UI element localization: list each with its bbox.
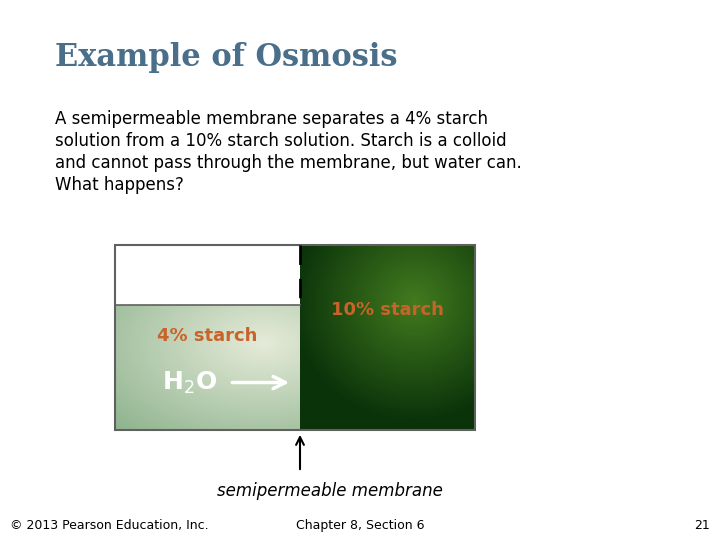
Text: What happens?: What happens? xyxy=(55,176,184,194)
Text: Example of Osmosis: Example of Osmosis xyxy=(55,42,397,73)
Text: © 2013 Pearson Education, Inc.: © 2013 Pearson Education, Inc. xyxy=(10,519,209,532)
Text: solution from a 10% starch solution. Starch is a colloid: solution from a 10% starch solution. Sta… xyxy=(55,132,507,150)
Text: Chapter 8, Section 6: Chapter 8, Section 6 xyxy=(296,519,424,532)
Text: A semipermeable membrane separates a 4% starch: A semipermeable membrane separates a 4% … xyxy=(55,110,488,128)
Bar xyxy=(115,245,300,305)
Text: and cannot pass through the membrane, but water can.: and cannot pass through the membrane, bu… xyxy=(55,154,522,172)
Text: H$_2$O: H$_2$O xyxy=(162,369,217,396)
Bar xyxy=(115,245,475,430)
Text: 4% starch: 4% starch xyxy=(157,327,258,345)
Text: 21: 21 xyxy=(694,519,710,532)
Text: semipermeable membrane: semipermeable membrane xyxy=(217,482,443,500)
Text: 10% starch: 10% starch xyxy=(331,301,444,319)
